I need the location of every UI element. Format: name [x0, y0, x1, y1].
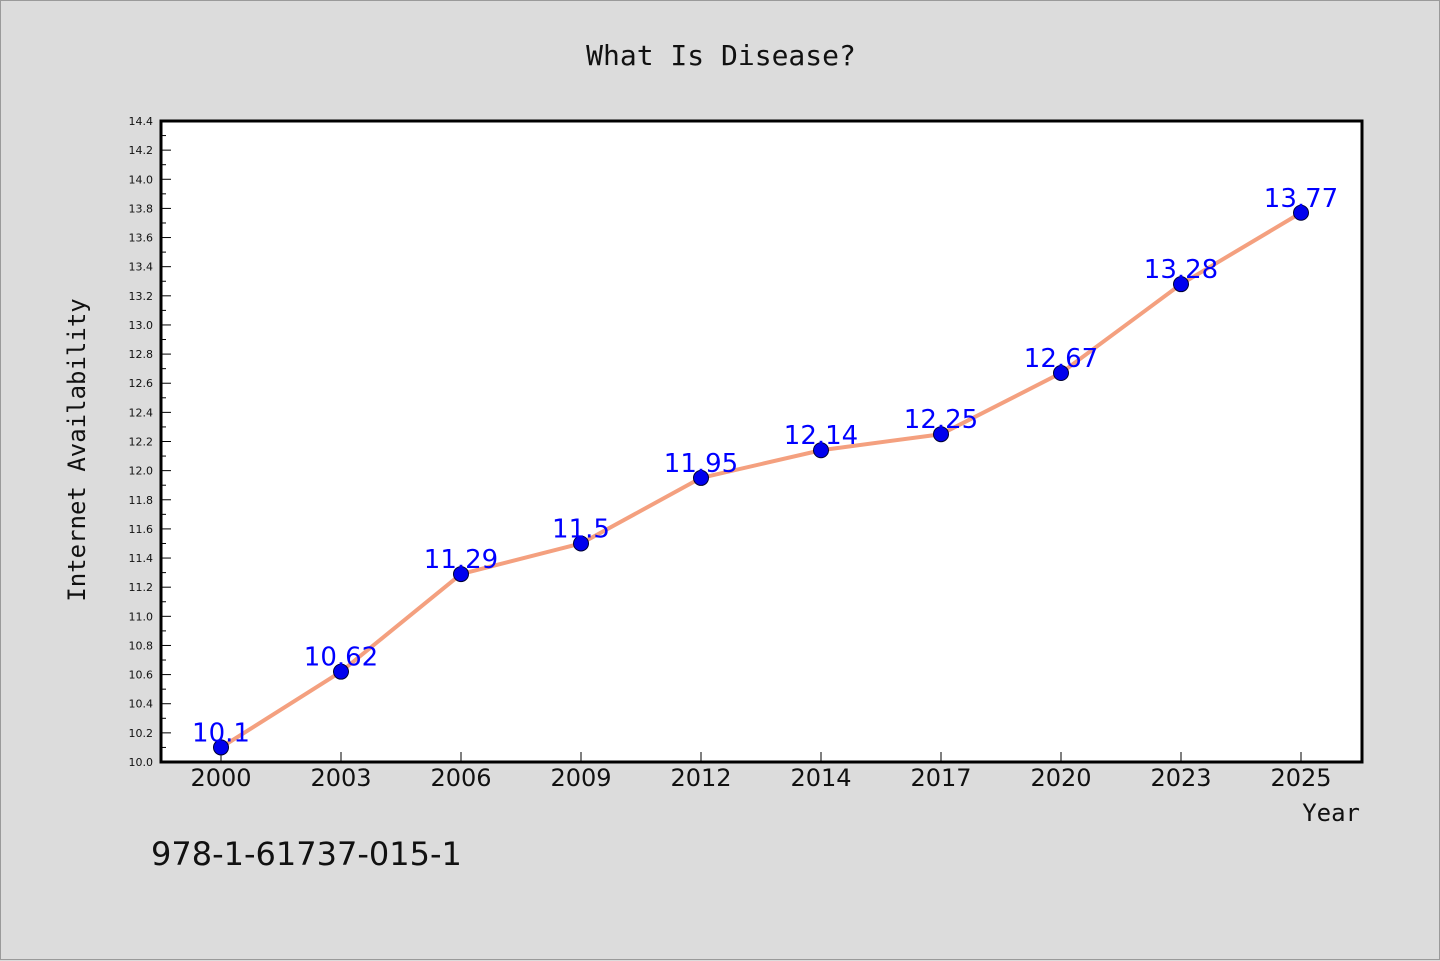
y-tick-label: 10.8	[129, 639, 154, 652]
y-tick-label: 11.2	[129, 581, 154, 594]
y-tick-label: 11.4	[129, 552, 154, 565]
y-tick-label: 13.8	[129, 202, 154, 215]
data-label: 12.67	[1024, 344, 1098, 374]
y-tick-label: 14.4	[129, 115, 154, 128]
y-tick-label: 13.0	[129, 319, 154, 332]
data-label: 11.29	[424, 545, 498, 575]
y-tick-label: 14.0	[129, 173, 154, 186]
y-tick-label: 13.2	[129, 290, 154, 303]
data-point	[1053, 365, 1069, 382]
data-label: 12.25	[904, 405, 978, 435]
y-tick-label: 12.6	[129, 377, 154, 390]
y-tick-label: 14.2	[129, 144, 154, 157]
isbn-text: 978-1-61737-015-1	[151, 835, 462, 873]
y-tick-label: 12.2	[129, 436, 154, 449]
x-tick-label: 2017	[910, 764, 971, 792]
data-point	[573, 535, 589, 552]
data-label: 11.95	[664, 449, 738, 479]
data-label: 12.14	[784, 421, 858, 451]
x-tick-label: 2000	[190, 764, 251, 792]
series-layer	[213, 204, 1309, 756]
x-tick-label: 2014	[790, 764, 851, 792]
chart-title: What Is Disease?	[586, 39, 856, 72]
data-label: 13.77	[1264, 184, 1338, 214]
y-tick-label: 10.0	[129, 756, 154, 769]
y-tick-label: 13.4	[129, 261, 154, 274]
data-point	[813, 442, 829, 459]
y-tick-label: 10.4	[129, 698, 154, 711]
x-tick-label: 2025	[1270, 764, 1331, 792]
data-point	[1173, 276, 1189, 293]
x-tick-label: 2020	[1030, 764, 1091, 792]
y-axis-ticks: 10.0 10.2 10.4 10.6 10.8 11.0 11.2 11.4 11.6 11.8…	[129, 115, 171, 769]
data-point	[693, 469, 709, 486]
data-label: 10.1	[192, 718, 250, 748]
y-tick-label: 10.2	[129, 727, 154, 740]
data-point	[213, 739, 229, 756]
x-axis-ticks: 2000 2003 2006 2009 2012 2014 2017 2020 2023 2025	[190, 752, 1332, 792]
x-tick-label: 2012	[670, 764, 731, 792]
y-tick-label: 12.0	[129, 465, 154, 478]
y-tick-label: 12.4	[129, 406, 154, 419]
x-tick-label: 2006	[430, 764, 491, 792]
x-tick-label: 2023	[1150, 764, 1211, 792]
y-axis-label: Internet Availability	[63, 298, 91, 601]
y-tick-label: 11.8	[129, 494, 154, 507]
x-axis-label: Year	[1302, 799, 1360, 827]
y-tick-label: 11.6	[129, 523, 154, 536]
data-point	[453, 566, 469, 583]
x-tick-label: 2003	[310, 764, 371, 792]
data-point	[933, 426, 949, 443]
x-tick-label: 2009	[550, 764, 611, 792]
y-tick-label: 11.0	[129, 610, 154, 623]
data-labels-layer: 10.1 10.62 11.29 11.5 11.95 12.14 12.25 12.67 13…	[192, 184, 1338, 749]
data-label: 11.5	[552, 514, 610, 544]
data-label: 10.62	[304, 643, 378, 673]
y-tick-label: 13.6	[129, 232, 154, 245]
y-tick-label: 12.8	[129, 348, 154, 361]
data-label: 13.28	[1144, 255, 1218, 285]
data-point	[333, 663, 349, 680]
data-point	[1293, 204, 1309, 221]
series-line	[219, 210, 1303, 750]
y-tick-label: 10.6	[129, 669, 154, 682]
